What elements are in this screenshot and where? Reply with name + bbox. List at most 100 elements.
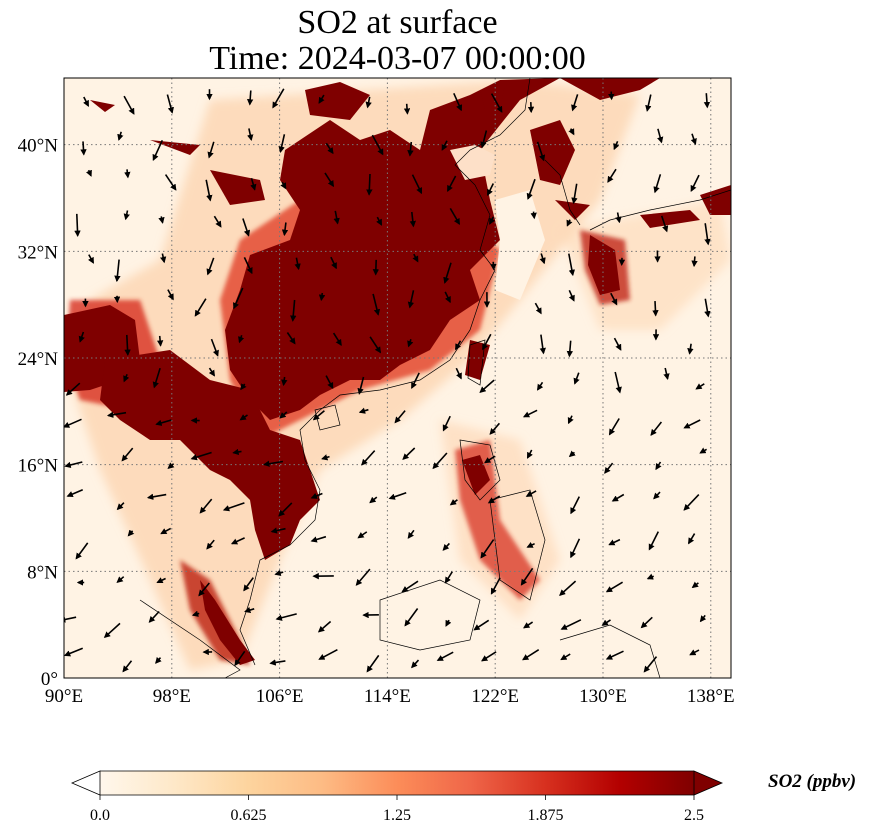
- wind-arrow: [699, 447, 708, 454]
- wind-arrow: [407, 338, 414, 348]
- wind-arrow: [272, 88, 285, 109]
- x-tick-label: 138°E: [687, 686, 735, 707]
- wind-arrow: [530, 211, 537, 220]
- wind-arrow: [640, 616, 653, 629]
- wind-arrow: [127, 529, 135, 537]
- wind-arrow: [643, 656, 658, 673]
- wind-arrow: [246, 90, 254, 106]
- wind-arrow: [442, 542, 450, 551]
- wind-arrow: [64, 418, 82, 428]
- wind-arrow: [688, 533, 696, 545]
- wind-arrow: [407, 141, 414, 157]
- wind-arrow: [376, 216, 383, 226]
- wind-arrow: [286, 332, 296, 345]
- wind-arrow: [365, 96, 372, 109]
- wind-arrow: [75, 542, 89, 560]
- wind-arrow: [444, 571, 453, 584]
- wind-arrow: [473, 619, 490, 631]
- wind-arrow: [411, 174, 423, 195]
- wind-arrow: [401, 580, 419, 593]
- wind-arrow: [605, 581, 624, 593]
- wind-arrow: [446, 175, 457, 193]
- wind-arrow: [699, 614, 707, 623]
- wind-arrow: [691, 256, 698, 268]
- x-tick-label: 98°E: [153, 686, 191, 707]
- wind-arrow: [66, 489, 84, 498]
- colorbar-min-extend: [70, 770, 101, 796]
- wind-arrow: [455, 367, 462, 380]
- wind-arrow: [332, 332, 342, 346]
- wind-arrow: [244, 606, 255, 614]
- wind-arrow: [369, 336, 382, 354]
- wind-arrow: [80, 141, 87, 156]
- wind-arrow: [64, 616, 77, 623]
- wind-arrow: [411, 659, 420, 669]
- gridlines: [64, 78, 731, 678]
- wind-arrow: [123, 373, 130, 383]
- wind-arrow: [233, 287, 244, 310]
- wind-arrow: [318, 648, 338, 660]
- wind-arrow: [652, 301, 659, 317]
- wind-arrow: [369, 496, 378, 504]
- wind-arrow: [614, 371, 622, 394]
- wind-arrow: [210, 338, 219, 357]
- wind-arrow: [487, 495, 501, 504]
- wind-arrow: [570, 538, 581, 559]
- wind-arrow: [683, 419, 701, 429]
- wind-arrow: [191, 610, 200, 617]
- colorbar-gradient: [100, 771, 694, 795]
- wind-arrow: [568, 450, 576, 458]
- wind-arrow: [239, 414, 248, 421]
- colorbar: 0.0 0.625 1.25 1.875 2.5 SO2 (ppbv): [70, 770, 856, 824]
- wind-arrow: [160, 527, 172, 535]
- wind-arrow: [432, 452, 448, 470]
- wind-arrow: [613, 337, 622, 351]
- wind-arrow: [148, 610, 160, 623]
- wind-arrow: [402, 447, 416, 460]
- wind-arrow: [480, 539, 495, 559]
- wind-arrow: [687, 343, 694, 355]
- wind-arrow: [482, 333, 492, 351]
- wind-arrow: [404, 608, 419, 627]
- wind-arrow: [281, 376, 288, 387]
- wind-arrow: [560, 653, 571, 661]
- colorbar-tick-label: 1.25: [383, 807, 411, 824]
- wind-arrow: [455, 340, 462, 351]
- wind-arrow: [230, 537, 245, 545]
- wind-arrow: [278, 134, 286, 153]
- wind-arrow: [442, 415, 451, 432]
- wind-arrow: [279, 411, 288, 419]
- wind-arrow: [234, 650, 246, 667]
- wind-arrow: [116, 502, 125, 511]
- wind-arrow: [409, 211, 417, 228]
- wind-arrow: [155, 656, 162, 664]
- wind-arrow: [123, 95, 135, 115]
- wind-arrow: [270, 527, 286, 534]
- wind-arrow: [689, 649, 700, 656]
- wind-arrow: [566, 340, 574, 358]
- wind-arrow: [88, 254, 95, 264]
- wind-arrow: [146, 493, 167, 500]
- wind-arrow: [526, 178, 536, 200]
- wind-arrow: [691, 581, 699, 589]
- wind-arrow: [695, 383, 705, 390]
- wind-arrow: [539, 334, 546, 355]
- wind-arrow: [559, 580, 577, 596]
- y-tick-label: 40°N: [18, 136, 59, 157]
- wind-arrow: [526, 541, 535, 548]
- wind-arrow: [124, 169, 131, 179]
- map-frame: [63, 77, 732, 679]
- wind-arrow: [310, 535, 327, 543]
- wind-arrow: [388, 492, 407, 500]
- wind-arrow: [64, 461, 83, 469]
- wind-arrow: [318, 292, 326, 302]
- wind-arrow: [312, 410, 325, 421]
- wind-arrow: [106, 411, 127, 418]
- wind-arrow: [213, 215, 222, 228]
- wind-arrow: [610, 292, 618, 306]
- wind-arrow: [570, 496, 581, 515]
- wind-arrow: [158, 216, 165, 224]
- wind-arrow: [243, 577, 254, 592]
- wind-arrow: [567, 415, 574, 425]
- wind-arrow: [263, 460, 284, 467]
